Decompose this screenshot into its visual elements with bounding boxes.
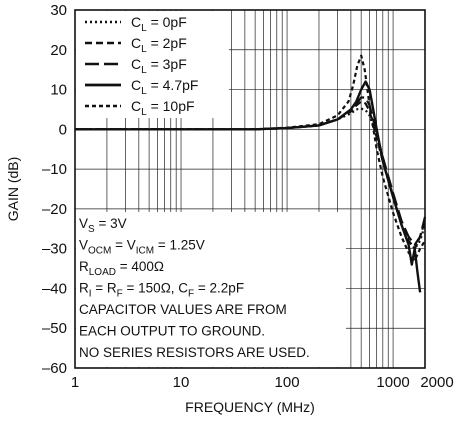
annotation-line: NO SERIES RESISTORS ARE USED.: [79, 345, 310, 360]
y-tick-label: –10: [42, 161, 67, 178]
y-tick-label: 30: [50, 2, 67, 19]
legend-entry: CL = 10pF: [131, 98, 195, 118]
y-tick-label: –60: [42, 360, 67, 377]
legend-entry: CL = 4.7pF: [131, 77, 198, 97]
series-line: [75, 80, 422, 293]
x-tick-label: 1000: [376, 374, 409, 391]
series-line: [75, 54, 426, 262]
annotation-line: CAPACITOR VALUES ARE FROM: [79, 302, 287, 317]
plot-frame: [74, 9, 426, 369]
x-tick-label: 1: [71, 374, 79, 391]
curves: [75, 54, 427, 293]
y-tick-label: –40: [42, 280, 67, 297]
legend-background: [76, 11, 229, 118]
y-tick-label: 10: [50, 82, 67, 99]
y-tick-label: –50: [42, 320, 67, 337]
y-axis-label: GAIN (dB): [5, 157, 21, 222]
y-tick-label: –20: [42, 201, 67, 218]
y-tick-label: 0: [59, 121, 67, 138]
x-tick-label: 2000: [420, 374, 453, 391]
x-tick-label: 10: [173, 374, 190, 391]
y-tick-label: –30: [42, 241, 67, 258]
annotation-line: EACH OUTPUT TO GROUND.: [79, 324, 265, 339]
y-tick-label: 20: [50, 42, 67, 59]
annotation-background: [76, 212, 346, 367]
annotation-line: VOCM = VICM = 1.25V: [79, 238, 205, 257]
annotation-line: RLOAD = 400Ω: [79, 259, 164, 278]
x-tick-label: 100: [275, 374, 300, 391]
x-axis-label: FREQUENCY (MHz): [185, 399, 315, 415]
